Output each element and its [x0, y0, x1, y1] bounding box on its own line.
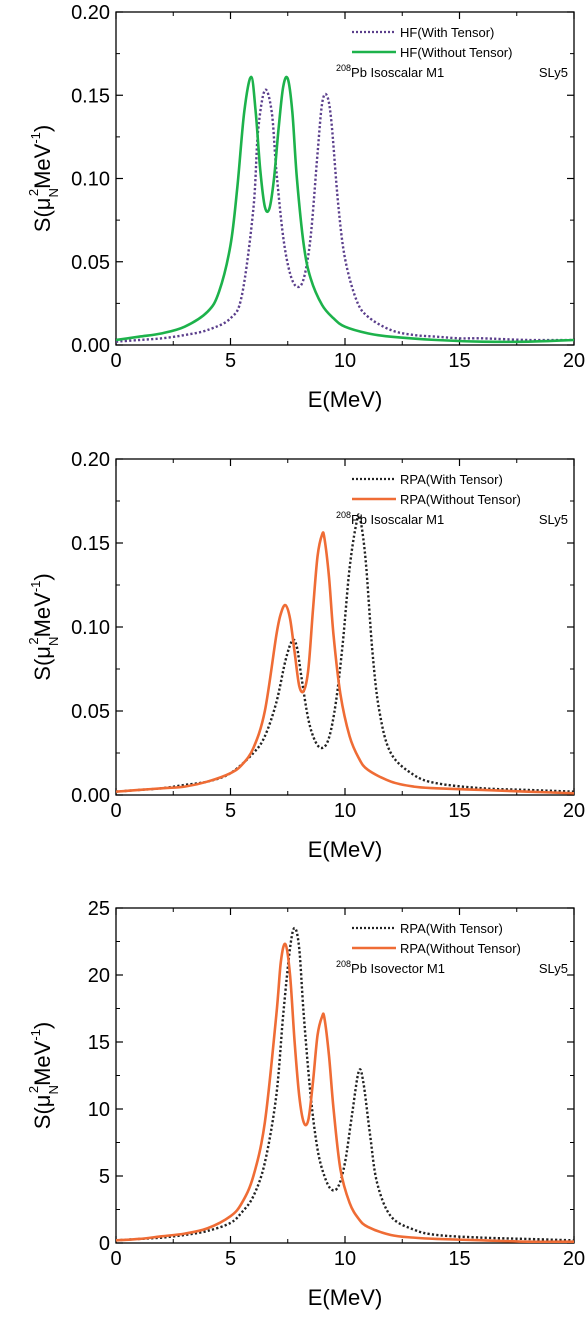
x-tick-label: 20: [563, 1248, 585, 1270]
y-tick-label: 0.10: [71, 617, 110, 639]
x-tick-label: 5: [225, 1248, 236, 1270]
chart-panel-2: 0 5 10 15 20 0.00 0.05 0.10 0.15 0.20 E(MeV) S(μN2M…: [26, 449, 585, 862]
y-tick-label: 0.20: [71, 2, 110, 24]
y-tick-label: 0.05: [71, 252, 110, 274]
x-axis-label: E(MeV): [308, 1285, 383, 1310]
y-tick-label: 0.15: [71, 85, 110, 107]
y-label-superscript2: -1: [28, 132, 43, 144]
y-axis-label: S(μN2MeV-1): [26, 1022, 61, 1129]
x-tick-label: 0: [110, 800, 121, 822]
chart-panel-1: 0 5 10 15 20 0.00 0.05 0.10 0.15 0.20 E(MeV) S(μN2M…: [26, 2, 585, 412]
x-tick-label: 10: [334, 350, 356, 372]
x-tick-label: 20: [563, 350, 585, 372]
annotation-nucleus-mode: Pb Isoscalar M1: [351, 65, 444, 80]
y-tick-label: 0.05: [71, 701, 110, 723]
y-tick-label: 0.15: [71, 533, 110, 555]
y-label-superscript2: -1: [28, 1029, 43, 1041]
y-tick-label: 0: [99, 1233, 110, 1255]
chart-panel-3: 0 5 10 15 20 0 5 10 15 20 25 E(MeV) S(μN2MeV-1) RPA(W…: [26, 898, 585, 1310]
series-line-2: [116, 531, 574, 795]
y-label-main: S(μ: [30, 198, 55, 233]
x-tick-label: 20: [563, 800, 585, 822]
y-label-superscript: 2: [26, 189, 41, 196]
y-label-subscript: N: [46, 188, 61, 197]
y-label-close: ): [30, 125, 55, 132]
y-label-main: S(μ: [30, 1095, 55, 1130]
legend-label: RPA(With Tensor): [400, 472, 503, 487]
annotation-mass-number: 208: [336, 959, 351, 969]
y-tick-label: 25: [88, 898, 110, 920]
legend-label: RPA(Without Tensor): [400, 492, 521, 507]
x-tick-label: 15: [448, 1248, 470, 1270]
y-label-superscript2: -1: [28, 581, 43, 593]
series-line-2: [116, 75, 574, 344]
y-label-close: ): [30, 1022, 55, 1029]
y-label-superscript: 2: [26, 1086, 41, 1093]
y-tick-label: 0.20: [71, 449, 110, 471]
series-line-1: [116, 513, 574, 793]
y-tick-label: 0.10: [71, 169, 110, 191]
series-line-1: [116, 926, 574, 1242]
legend-label: RPA(Without Tensor): [400, 941, 521, 956]
y-label-subscript: N: [46, 637, 61, 646]
annotation-nucleus-mode: Pb Isovector M1: [351, 961, 445, 976]
annotation-text: 208Pb Isoscalar M1: [336, 510, 444, 527]
annotation-model: SLy5: [539, 961, 568, 976]
series-line-1: [116, 88, 574, 343]
y-tick-label: 15: [88, 1032, 110, 1054]
x-tick-label: 10: [334, 800, 356, 822]
x-tick-label: 0: [110, 350, 121, 372]
x-tick-label: 0: [110, 1248, 121, 1270]
y-label-close: ): [30, 573, 55, 580]
y-tick-label: 0.00: [71, 335, 110, 357]
y-tick-label: 10: [88, 1099, 110, 1121]
annotation-mass-number: 208: [336, 63, 351, 73]
x-tick-label: 5: [225, 350, 236, 372]
y-label-unit: MeV: [30, 143, 55, 189]
series-line-2: [116, 942, 574, 1243]
x-tick-label: 15: [448, 800, 470, 822]
y-tick-label: 20: [88, 965, 110, 987]
annotation-model: SLy5: [539, 512, 568, 527]
x-tick-label: 5: [225, 800, 236, 822]
y-axis-label: S(μN2MeV-1): [26, 573, 61, 680]
x-axis-label: E(MeV): [308, 387, 383, 412]
y-label-subscript: N: [46, 1085, 61, 1094]
y-label-unit: MeV: [30, 592, 55, 638]
x-axis-label: E(MeV): [308, 837, 383, 862]
y-axis-label: S(μN2MeV-1): [26, 125, 61, 232]
annotation-mass-number: 208: [336, 510, 351, 520]
x-tick-label: 15: [448, 350, 470, 372]
legend-label: HF(With Tensor): [400, 25, 494, 40]
annotation-text: 208Pb Isoscalar M1: [336, 63, 444, 80]
y-tick-label: 5: [99, 1166, 110, 1188]
legend-label: RPA(With Tensor): [400, 921, 503, 936]
y-label-unit: MeV: [30, 1040, 55, 1086]
annotation-text: 208Pb Isovector M1: [336, 959, 445, 976]
y-tick-label: 0.00: [71, 785, 110, 807]
annotation-model: SLy5: [539, 65, 568, 80]
y-label-superscript: 2: [26, 637, 41, 644]
annotation-nucleus-mode: Pb Isoscalar M1: [351, 512, 444, 527]
y-label-main: S(μ: [30, 646, 55, 681]
x-tick-label: 10: [334, 1248, 356, 1270]
legend-label: HF(Without Tensor): [400, 45, 512, 60]
plot-frame: [115, 11, 575, 346]
